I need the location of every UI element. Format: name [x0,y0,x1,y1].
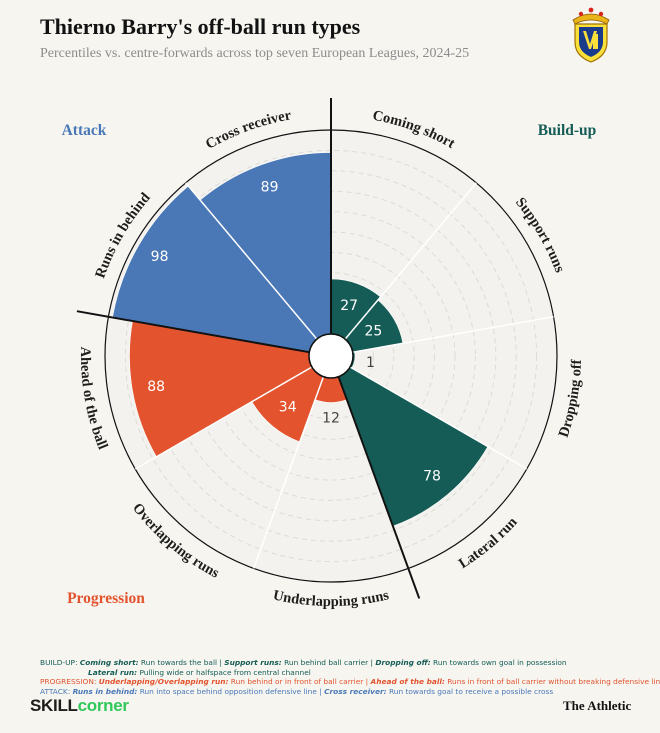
chart-subtitle: Percentiles vs. centre-forwards across t… [40,46,470,61]
legend-term: Runs in behind: [72,686,138,696]
center-hub [308,333,354,379]
value-label: 27 [340,298,358,314]
legend-prefix: BUILD-UP: [40,658,80,667]
legend-desc: Run towards the ball [138,658,218,667]
value-label: 89 [261,179,279,195]
legend-desc: Run towards own goal in possession [430,658,567,667]
legend-separator: | [363,677,371,687]
legend-prefix: PROGRESSION: [40,677,99,687]
legend-desc: Run into space behind opposition defensi… [137,686,317,696]
sector-divider [344,182,477,340]
value-label: 25 [365,324,383,340]
legend-row-attack: ATTACK: Runs in behind: Run into space b… [40,687,660,697]
sector-divider [185,182,318,340]
legend-term: Coming short: [79,658,139,667]
value-label: 1 [366,355,375,371]
legend-separator: | [217,658,225,667]
group-label-build-up: Build-up [538,122,597,139]
legend-term: Cross receiver: [324,686,387,696]
category-label: Underlapping runs [272,587,391,610]
grid-ring [267,292,395,420]
legend-term: Underlapping/Overlapping run: [98,677,229,687]
sector-divider [134,366,313,470]
category-label-text: Dropping off [556,359,585,439]
legend-desc: Run behind ball carrier [281,658,369,667]
legend-row-progression: PROGRESSION: Underlapping/Overlapping ru… [40,677,660,687]
legend-desc: Pulling wide or halfspace from central c… [137,667,311,677]
skillcorner-logo-b: corner [77,696,129,715]
value-label: 12 [322,410,340,426]
legend-term: Dropping off: [375,658,431,667]
legend-desc: Run towards goal to receive a possible c… [386,686,554,696]
legend-term: Ahead of the ball: [370,677,445,687]
legend-row-build-up: BUILD-UP: Coming short: Run towards the … [40,658,660,668]
chart-title: Thierno Barry's off-ball run types [40,14,361,39]
villarreal-crest-icon [572,7,610,63]
legend-term: Lateral run: [88,667,138,677]
group-label-attack: Attack [62,122,107,139]
group-divider [76,310,310,354]
legend-prefix: ATTACK: [40,686,73,696]
group-divider [337,376,421,599]
skillcorner-logo-a: SKILL [30,696,78,715]
legend-term: Support runs: [224,658,282,667]
sector-divider [252,376,325,569]
legend-row-build-up-2: Lateral run: Pulling wide or halfspace f… [40,668,660,678]
skillcorner-logo: SKILLcorner [30,696,129,716]
legend-desc: Runs in front of ball carrier without br… [444,677,660,687]
value-label: 34 [279,400,297,416]
legend-desc: Run behind or in front of ball carrier [228,677,364,687]
category-label: Dropping off [556,359,585,439]
grid-ring [124,149,538,563]
legend-separator: | [368,658,376,667]
value-label: 78 [423,468,441,484]
legend: BUILD-UP: Coming short: Run towards the … [40,658,660,696]
group-label-progression: Progression [67,590,145,607]
value-label: 98 [151,249,169,265]
grid-ring [145,170,517,542]
sector-divider [349,366,528,470]
legend-separator: | [316,686,325,696]
category-label-text: Underlapping runs [272,587,391,610]
sector-divider [352,316,554,353]
the-athletic-logo: The Athletic [563,698,632,713]
value-label: 88 [147,379,165,395]
